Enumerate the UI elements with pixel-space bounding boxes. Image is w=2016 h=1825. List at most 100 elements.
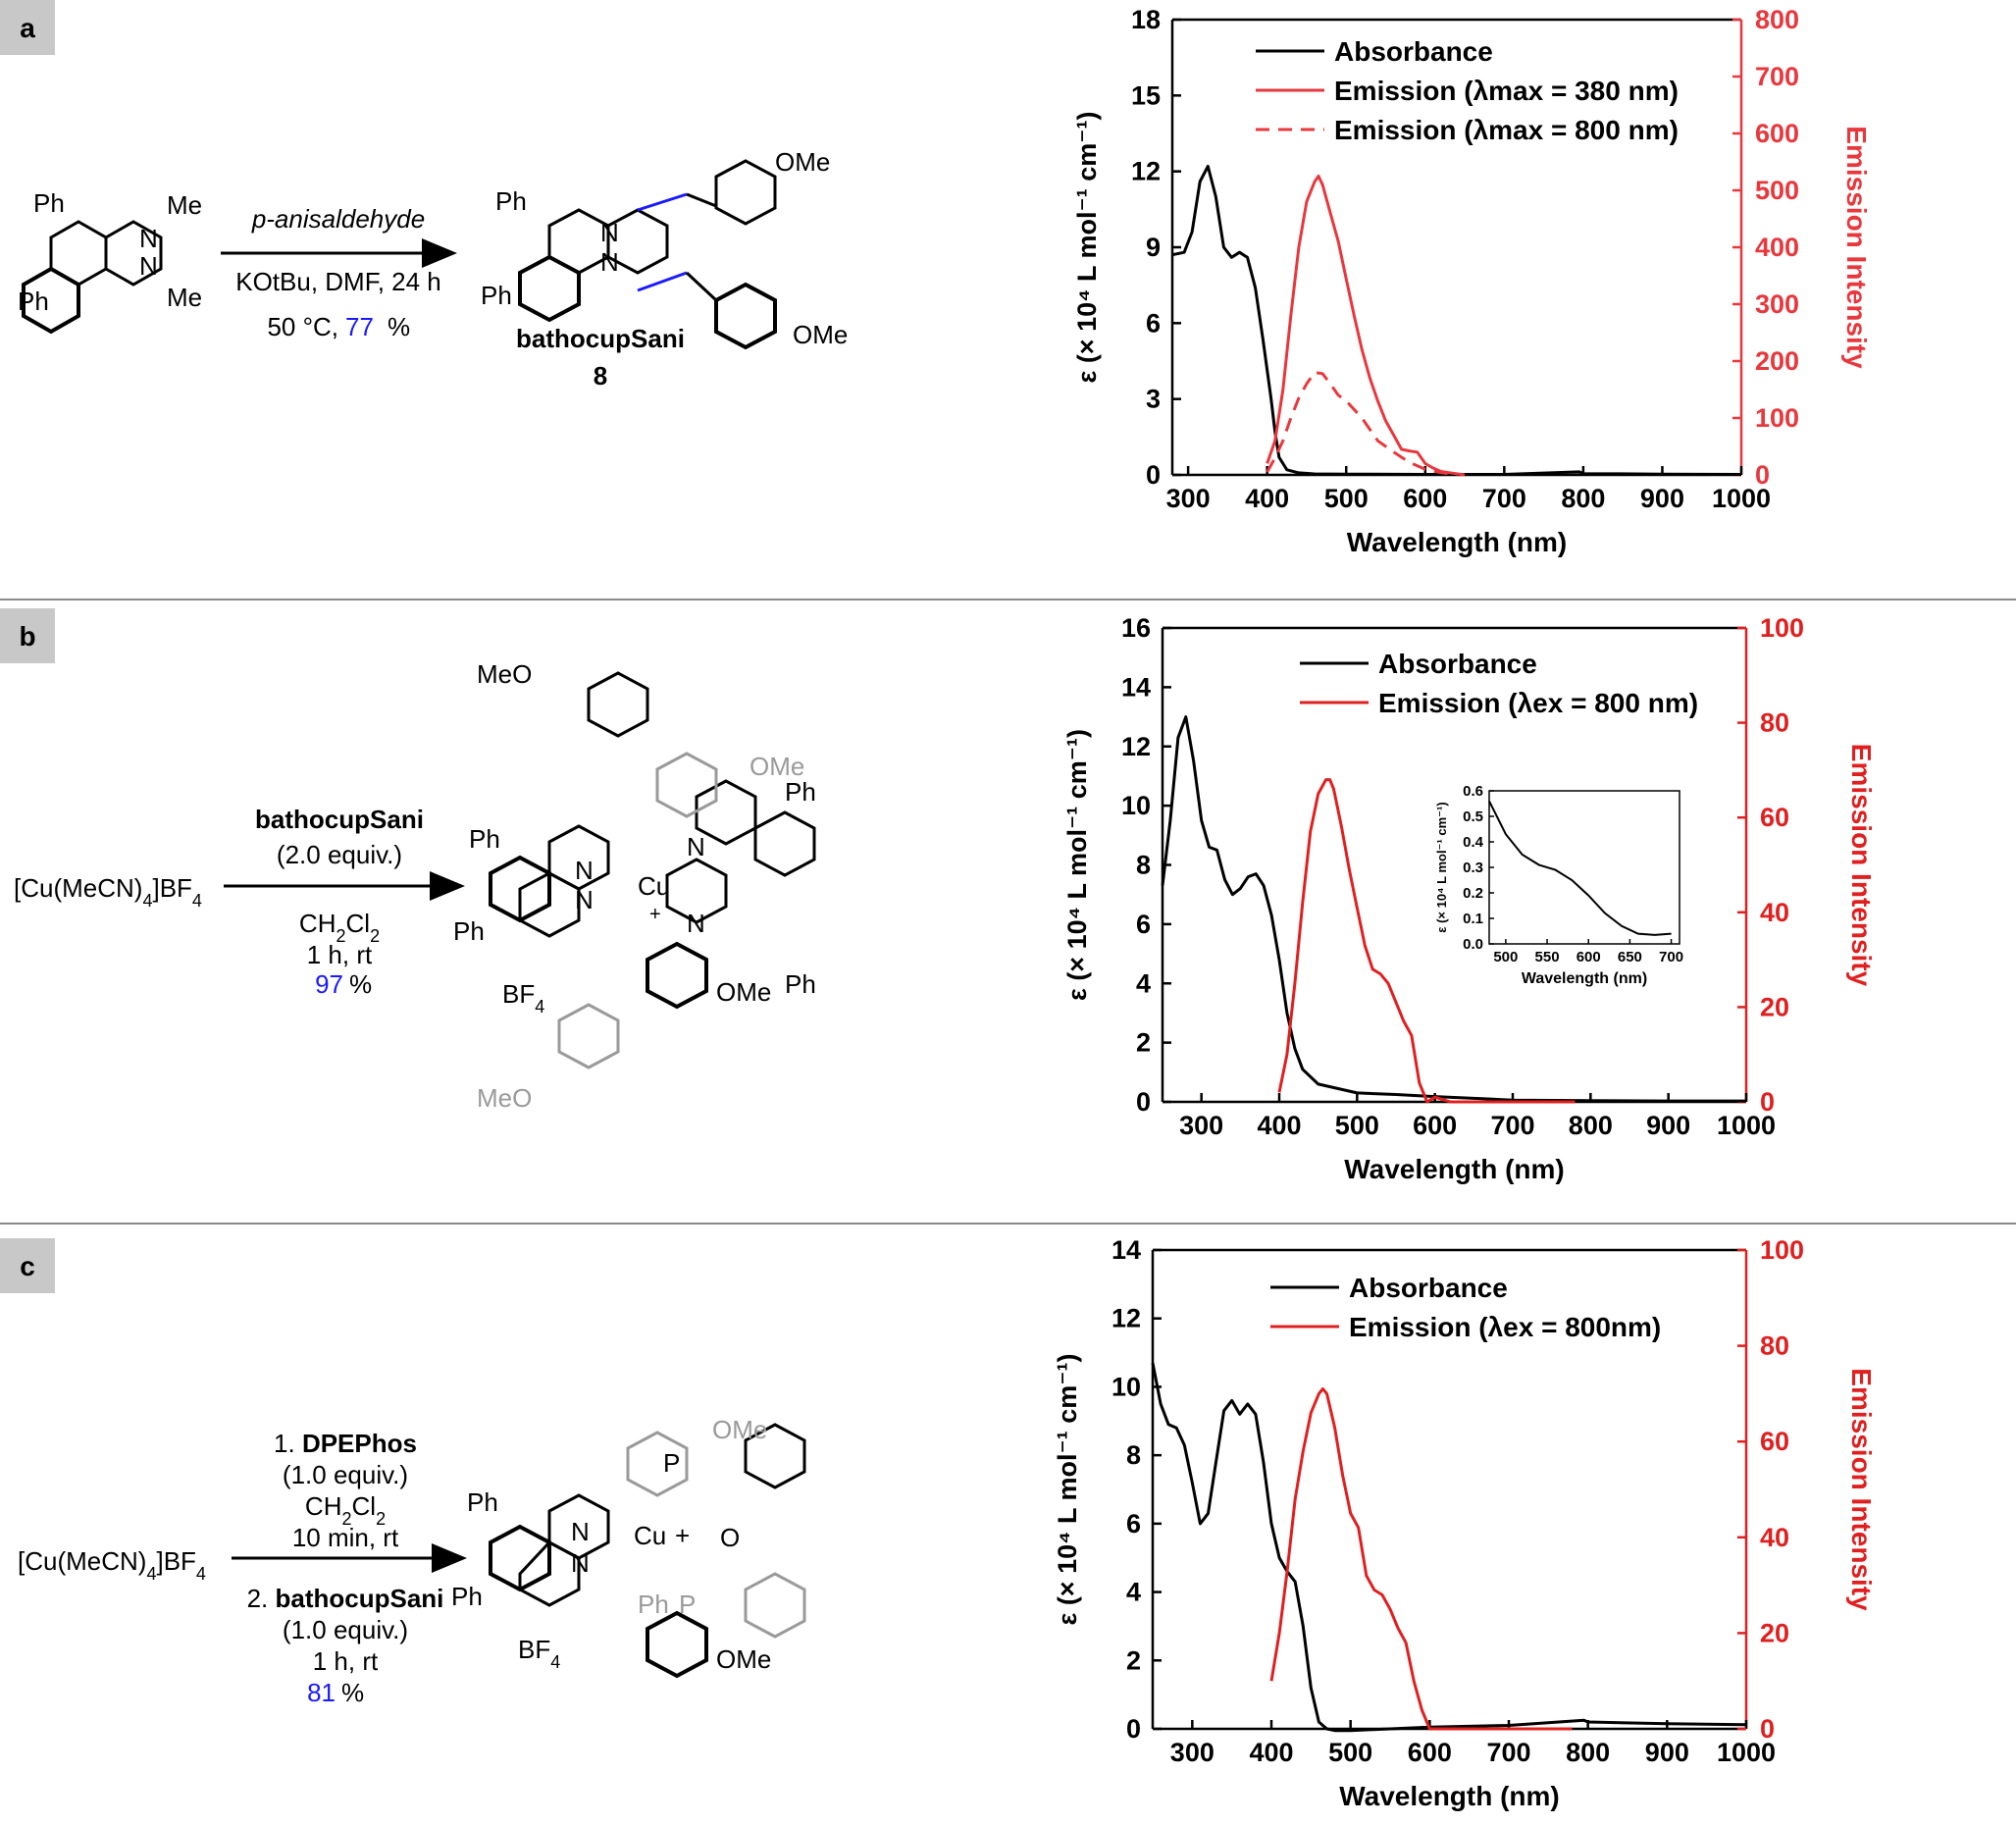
chart-c: 300 400 500 600 700 800 900 1000024681012140204… [1053,1235,1877,1811]
legend-label: Emission (λex = 800nm) [1349,1312,1661,1342]
group-label: Me [167,283,202,312]
group-label: N [571,1517,590,1546]
scheme-labels-b: [Cu(MeCN)4]BF4 bathocupSani (2.0 equiv.)… [14,659,816,1113]
panel-label-b: b [19,621,35,652]
y-left-axis-label: ε (× 10⁴ L mol⁻¹ cm⁻¹) [1072,112,1102,384]
panel-label-box-c [0,1238,55,1293]
group-label: OMe [712,1415,767,1444]
product-number: 8 [594,361,607,391]
y-right-tick-label: 80 [1760,1331,1789,1361]
y-right-tick-label: 800 [1755,5,1799,34]
y-right-tick-label: 200 [1755,346,1799,376]
series-line-emission2 [1266,371,1458,477]
chart-b: 300 400 500 600 700 800 900 1000024681012141602… [1062,613,1877,1184]
reaction-scheme-c [232,1423,806,1679]
panel-c: c [Cu(MeCN)4]BF4 1. DPEPhos (1.0 equiv.)… [0,1235,1877,1811]
y-left-tick-label: 0 [1146,460,1161,490]
step1-time: 10 min, rt [292,1523,399,1552]
x-tick-label: 400 [1249,1738,1293,1767]
x-tick-label: 400 [1245,484,1289,513]
y-right-tick-label: 100 [1760,613,1804,643]
x-tick-label: 800 [1569,1111,1613,1140]
x-tick-label: 900 [1645,1738,1689,1767]
y-left-tick-label: 12 [1111,1304,1141,1333]
group-label: OMe [793,320,848,349]
x-tick-label: 300 [1166,484,1211,513]
group-label: P [663,1448,680,1478]
inset-x-axis-label: Wavelength (nm) [1522,970,1647,987]
y-left-tick-label: 0 [1136,1087,1151,1117]
group-label: Ph [18,287,49,316]
group-label: Ph [495,186,527,216]
y-left-axis-label: ε (× 10⁴ L mol⁻¹ cm⁻¹) [1053,1354,1082,1626]
y-left-tick-label: 15 [1131,80,1161,110]
x-tick-label: 1000 [1712,484,1771,513]
y-left-tick-label: 9 [1146,233,1161,262]
x-tick-label: 700 [1486,1738,1530,1767]
cu-complex-grey-structure [557,752,718,1069]
group-label: OMe [775,147,830,177]
x-tick-label: 1000 [1717,1738,1776,1767]
group-label: + [675,1521,690,1550]
y-right-tick-label: 400 [1755,233,1799,262]
cu-complex-structure [489,671,816,1010]
y-left-tick-label: 6 [1136,910,1151,939]
group-label: N [571,1548,590,1578]
group-label: N [139,251,158,281]
x-tick-label: 800 [1561,484,1605,513]
group-label: N [575,885,594,914]
series-line-absorbance [1161,715,1746,1103]
y-left-tick-label: 14 [1121,672,1151,702]
product-name: bathocupSani [516,324,685,353]
series-line-absorbance [1151,1362,1747,1733]
yield-value: 77 [345,312,374,341]
step2-label: 2. bathocupSani [247,1584,444,1613]
group-label: N [575,856,594,885]
y-left-tick-label: 4 [1126,1578,1141,1607]
y-left-tick-label: 10 [1121,791,1151,820]
y-left-tick-label: 8 [1136,851,1151,880]
group-label: Ph [785,777,816,807]
group-label: N [600,247,619,277]
y-right-tick-label: 300 [1755,289,1799,319]
y-right-tick-label: 20 [1760,1618,1789,1647]
yield-value: 97 [315,969,343,999]
x-tick-label: 300 [1179,1111,1223,1140]
y-left-tick-label: 8 [1126,1440,1141,1470]
group-label: N [139,224,158,253]
group-label: Ph [785,969,816,999]
y-left-tick-label: 12 [1121,732,1151,761]
series-line-emission1 [1277,778,1576,1104]
group-label: Cu [634,1521,666,1550]
legend-label: Emission (λex = 800 nm) [1378,688,1698,718]
legend-label: Absorbance [1349,1273,1508,1303]
inset-x-tick-label: 600 [1577,949,1601,965]
group-label: Ph [467,1487,498,1517]
panel-label-a: a [20,13,35,43]
counterion-label: BF4 [502,979,544,1017]
y-right-tick-label: 0 [1760,1714,1775,1744]
y-right-tick-label: 600 [1755,119,1799,148]
y-left-tick-label: 18 [1131,5,1161,34]
y-right-tick-label: 60 [1760,1427,1789,1456]
yield-unit: % [388,312,410,341]
x-tick-label: 300 [1170,1738,1215,1767]
group-label: OMe [716,977,771,1007]
reaction-scheme-b [224,671,816,1069]
x-axis-label: Wavelength (nm) [1347,527,1568,557]
counterion-label: BF4 [518,1635,560,1672]
y-left-tick-label: 14 [1111,1235,1141,1265]
y-right-tick-label: 100 [1760,1235,1804,1265]
y-right-tick-label: 0 [1760,1087,1775,1117]
step2-time: 1 h, rt [313,1646,379,1676]
panel-b: b [Cu(MeCN)4]BF4 bathocupSani (2.0 equiv… [0,608,1877,1184]
panel-label-box-a [0,0,55,55]
group-label: Cu [638,871,670,901]
x-tick-label: 500 [1324,484,1369,513]
y-right-tick-label: 40 [1760,1523,1789,1552]
inset-x-tick-label: 500 [1493,949,1518,965]
step2-equiv: (1.0 equiv.) [283,1615,408,1644]
x-tick-label: 900 [1640,484,1684,513]
group-label: + [649,904,661,925]
start-complex: [Cu(MeCN)4]BF4 [18,1546,206,1584]
